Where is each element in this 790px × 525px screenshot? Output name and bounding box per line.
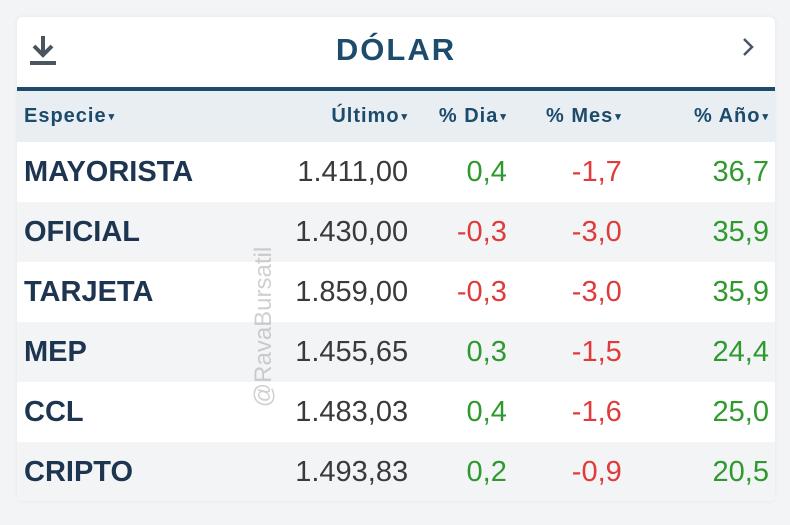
dolar-widget: DÓLAR Especie ▾ Último ▾ % Dia ▾ % Mes ▾ % A…	[17, 17, 775, 501]
anio-cell: 25,0	[712, 395, 769, 428]
anio-cell: 36,7	[712, 155, 769, 188]
table-header-row: Especie ▾ Último ▾ % Dia ▾ % Mes ▾ % Año ▾	[17, 91, 775, 142]
sort-caret-icon: ▾	[762, 111, 769, 124]
table-row[interactable]: MAYORISTA 1.411,00 0,4 -1,7 36,7	[17, 142, 775, 202]
table-row[interactable]: TARJETA 1.859,00 -0,3 -3,0 35,9	[17, 262, 775, 322]
anio-cell: 35,9	[712, 215, 769, 248]
sort-caret-icon: ▾	[401, 111, 409, 124]
sort-caret-icon: ▾	[108, 111, 116, 124]
table-row[interactable]: CRIPTO 1.493,83 0,2 -0,9 20,5	[17, 442, 775, 501]
dia-cell: -0,3	[456, 215, 507, 248]
mes-cell: -1,5	[571, 335, 622, 368]
especie-cell[interactable]: TARJETA	[24, 275, 154, 308]
mes-cell: -3,0	[571, 215, 622, 248]
especie-cell[interactable]: CRIPTO	[24, 455, 134, 488]
anio-cell: 20,5	[712, 455, 769, 488]
ultimo-cell: 1.411,00	[297, 155, 409, 188]
header-especie[interactable]: Especie ▾	[24, 105, 116, 127]
mes-cell: -1,7	[571, 155, 622, 188]
table-row[interactable]: OFICIAL 1.430,00 -0,3 -3,0 35,9	[17, 202, 775, 262]
dia-cell: 0,2	[466, 455, 507, 488]
dia-cell: 0,3	[466, 335, 507, 368]
header-ultimo[interactable]: Último ▾	[331, 105, 409, 127]
especie-cell[interactable]: MEP	[24, 335, 87, 368]
especie-cell[interactable]: CCL	[24, 395, 84, 428]
sort-caret-icon: ▾	[500, 111, 507, 124]
download-icon[interactable]	[28, 33, 58, 69]
ultimo-cell: 1.493,83	[295, 455, 409, 488]
mes-cell: -3,0	[571, 275, 622, 308]
mes-cell: -0,9	[571, 455, 622, 488]
header-mes[interactable]: % Mes ▾	[545, 105, 622, 127]
especie-cell[interactable]: OFICIAL	[24, 215, 140, 248]
dia-cell: 0,4	[466, 395, 507, 428]
ultimo-cell: 1.859,00	[295, 275, 409, 308]
widget-title: DÓLAR	[335, 32, 457, 67]
chevron-right-icon[interactable]	[741, 36, 755, 58]
especie-cell[interactable]: MAYORISTA	[24, 155, 194, 188]
header-anio[interactable]: % Año ▾	[693, 105, 769, 127]
dia-cell: -0,3	[456, 275, 507, 308]
widget-header: DÓLAR	[17, 17, 775, 91]
ultimo-cell: 1.483,03	[295, 395, 409, 428]
dia-cell: 0,4	[466, 155, 507, 188]
anio-cell: 24,4	[712, 335, 769, 368]
anio-cell: 35,9	[712, 275, 769, 308]
mes-cell: -1,6	[571, 395, 622, 428]
ultimo-cell: 1.430,00	[295, 215, 409, 248]
ultimo-cell: 1.455,65	[295, 335, 409, 368]
quotes-table: Especie ▾ Último ▾ % Dia ▾ % Mes ▾ % Año ▾ MA…	[17, 91, 775, 501]
table-row[interactable]: MEP 1.455,65 0,3 -1,5 24,4	[17, 322, 775, 382]
header-dia[interactable]: % Dia ▾	[438, 105, 507, 127]
table-row[interactable]: CCL 1.483,03 0,4 -1,6 25,0	[17, 382, 775, 442]
sort-caret-icon: ▾	[615, 111, 622, 124]
